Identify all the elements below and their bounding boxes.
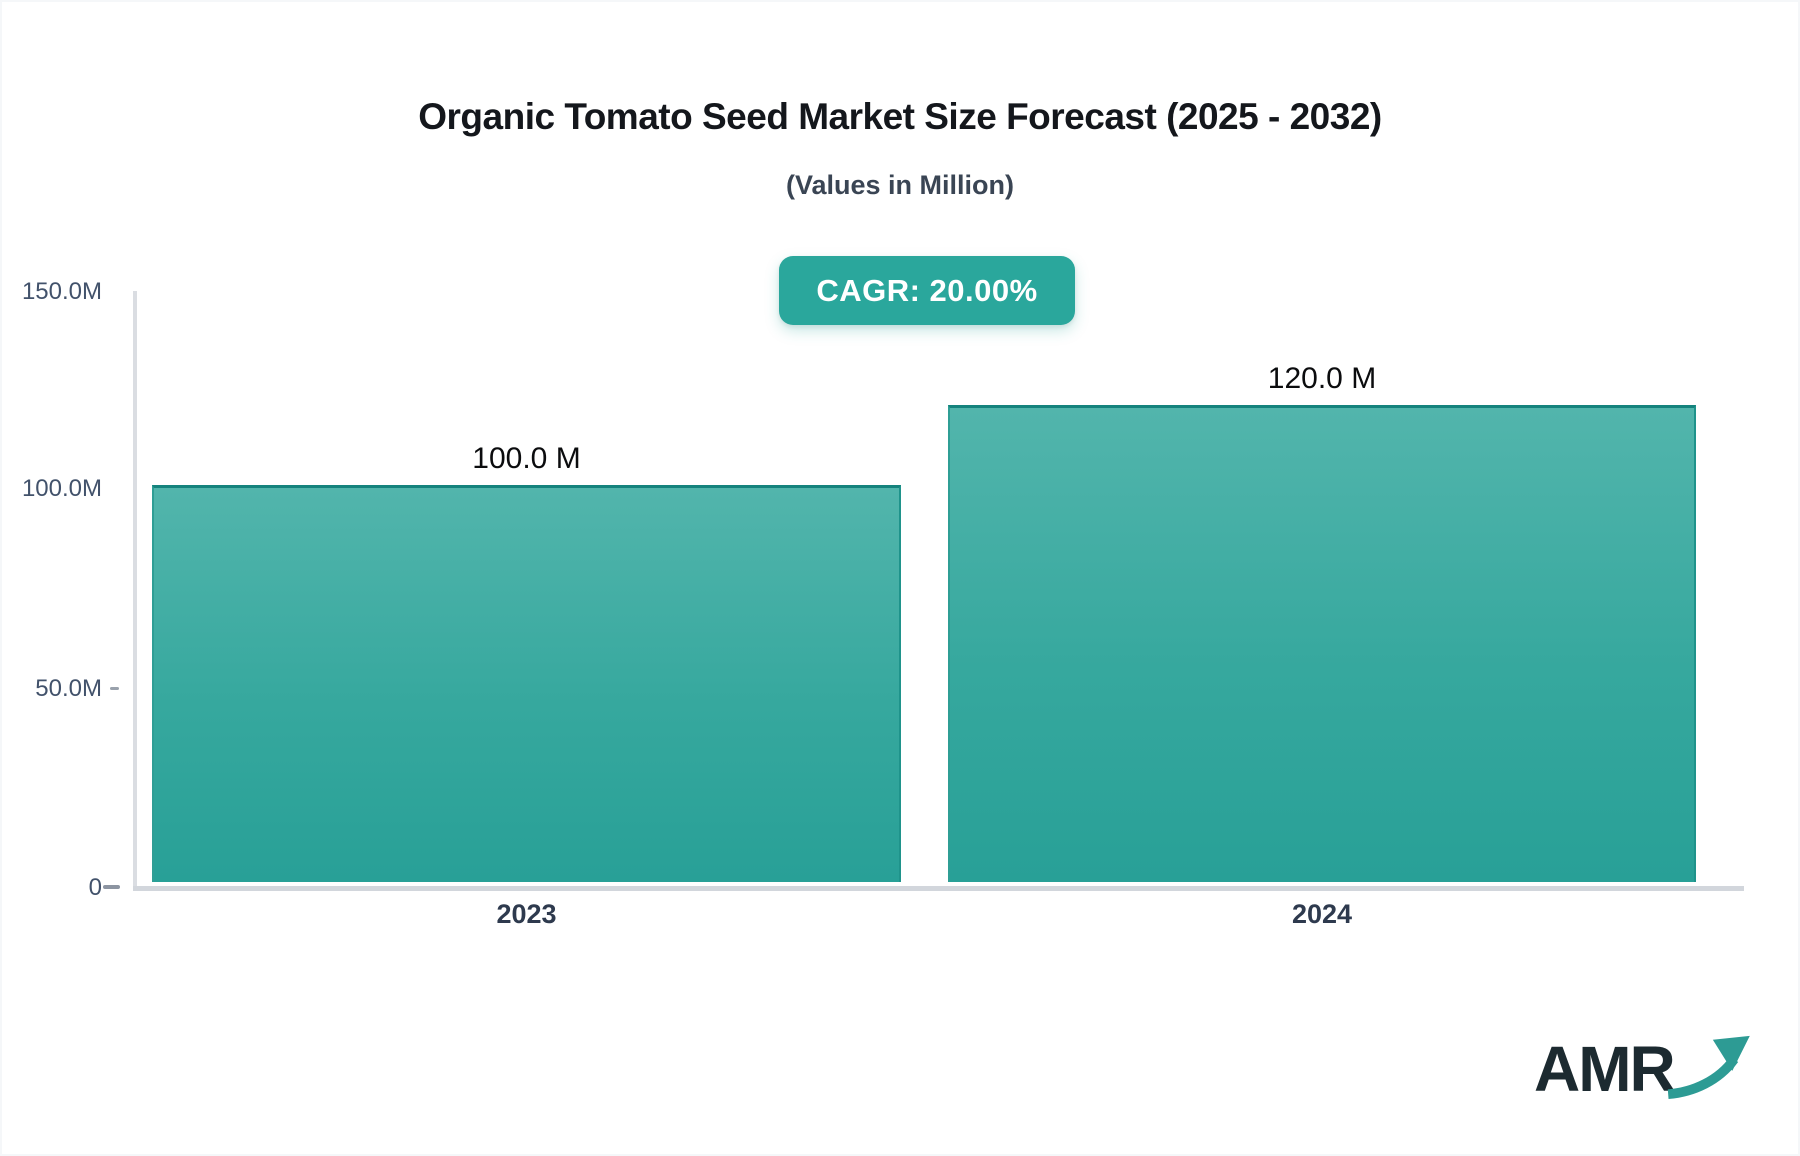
amr-logo-text: AMR: [1534, 1033, 1676, 1105]
amr-logo: AMR: [1534, 1032, 1752, 1106]
y-axis-tick-label-150m: 150.0M: [21, 278, 102, 305]
y-axis-tick-mark-50m: [110, 687, 119, 690]
bar-group-2023: 100.0 M 2023: [152, 442, 901, 929]
chart-subtitle: (Values in Million): [785, 170, 1015, 200]
y-axis-tick-label-50m: 50.0M: [35, 675, 102, 702]
y-axis-tick-mark-0: [103, 885, 120, 889]
bar-group-2024: 120.0 M 2024: [948, 362, 1696, 929]
x-axis-label-2023: 2023: [496, 899, 557, 929]
bar-2024[interactable]: [948, 405, 1696, 882]
x-axis-line: [133, 886, 1744, 891]
cagr-badge: CAGR: 20.00%: [779, 256, 1075, 325]
y-axis-line: [133, 291, 137, 887]
cagr-badge-label: CAGR: 20.00%: [816, 272, 1038, 308]
bar-2023[interactable]: [152, 485, 901, 882]
y-axis-tick-label-0: 0: [88, 874, 102, 901]
chart-title: Organic Tomato Seed Market Size Forecast…: [418, 96, 1382, 137]
bar-value-label-2024: 120.0 M: [1267, 362, 1377, 395]
bar-value-label-2023: 100.0 M: [472, 442, 581, 475]
y-axis-tick-label-100m: 100.0M: [21, 475, 102, 502]
trending-up-arrow-icon: [1667, 1035, 1750, 1100]
x-axis-label-2024: 2024: [1291, 899, 1353, 929]
